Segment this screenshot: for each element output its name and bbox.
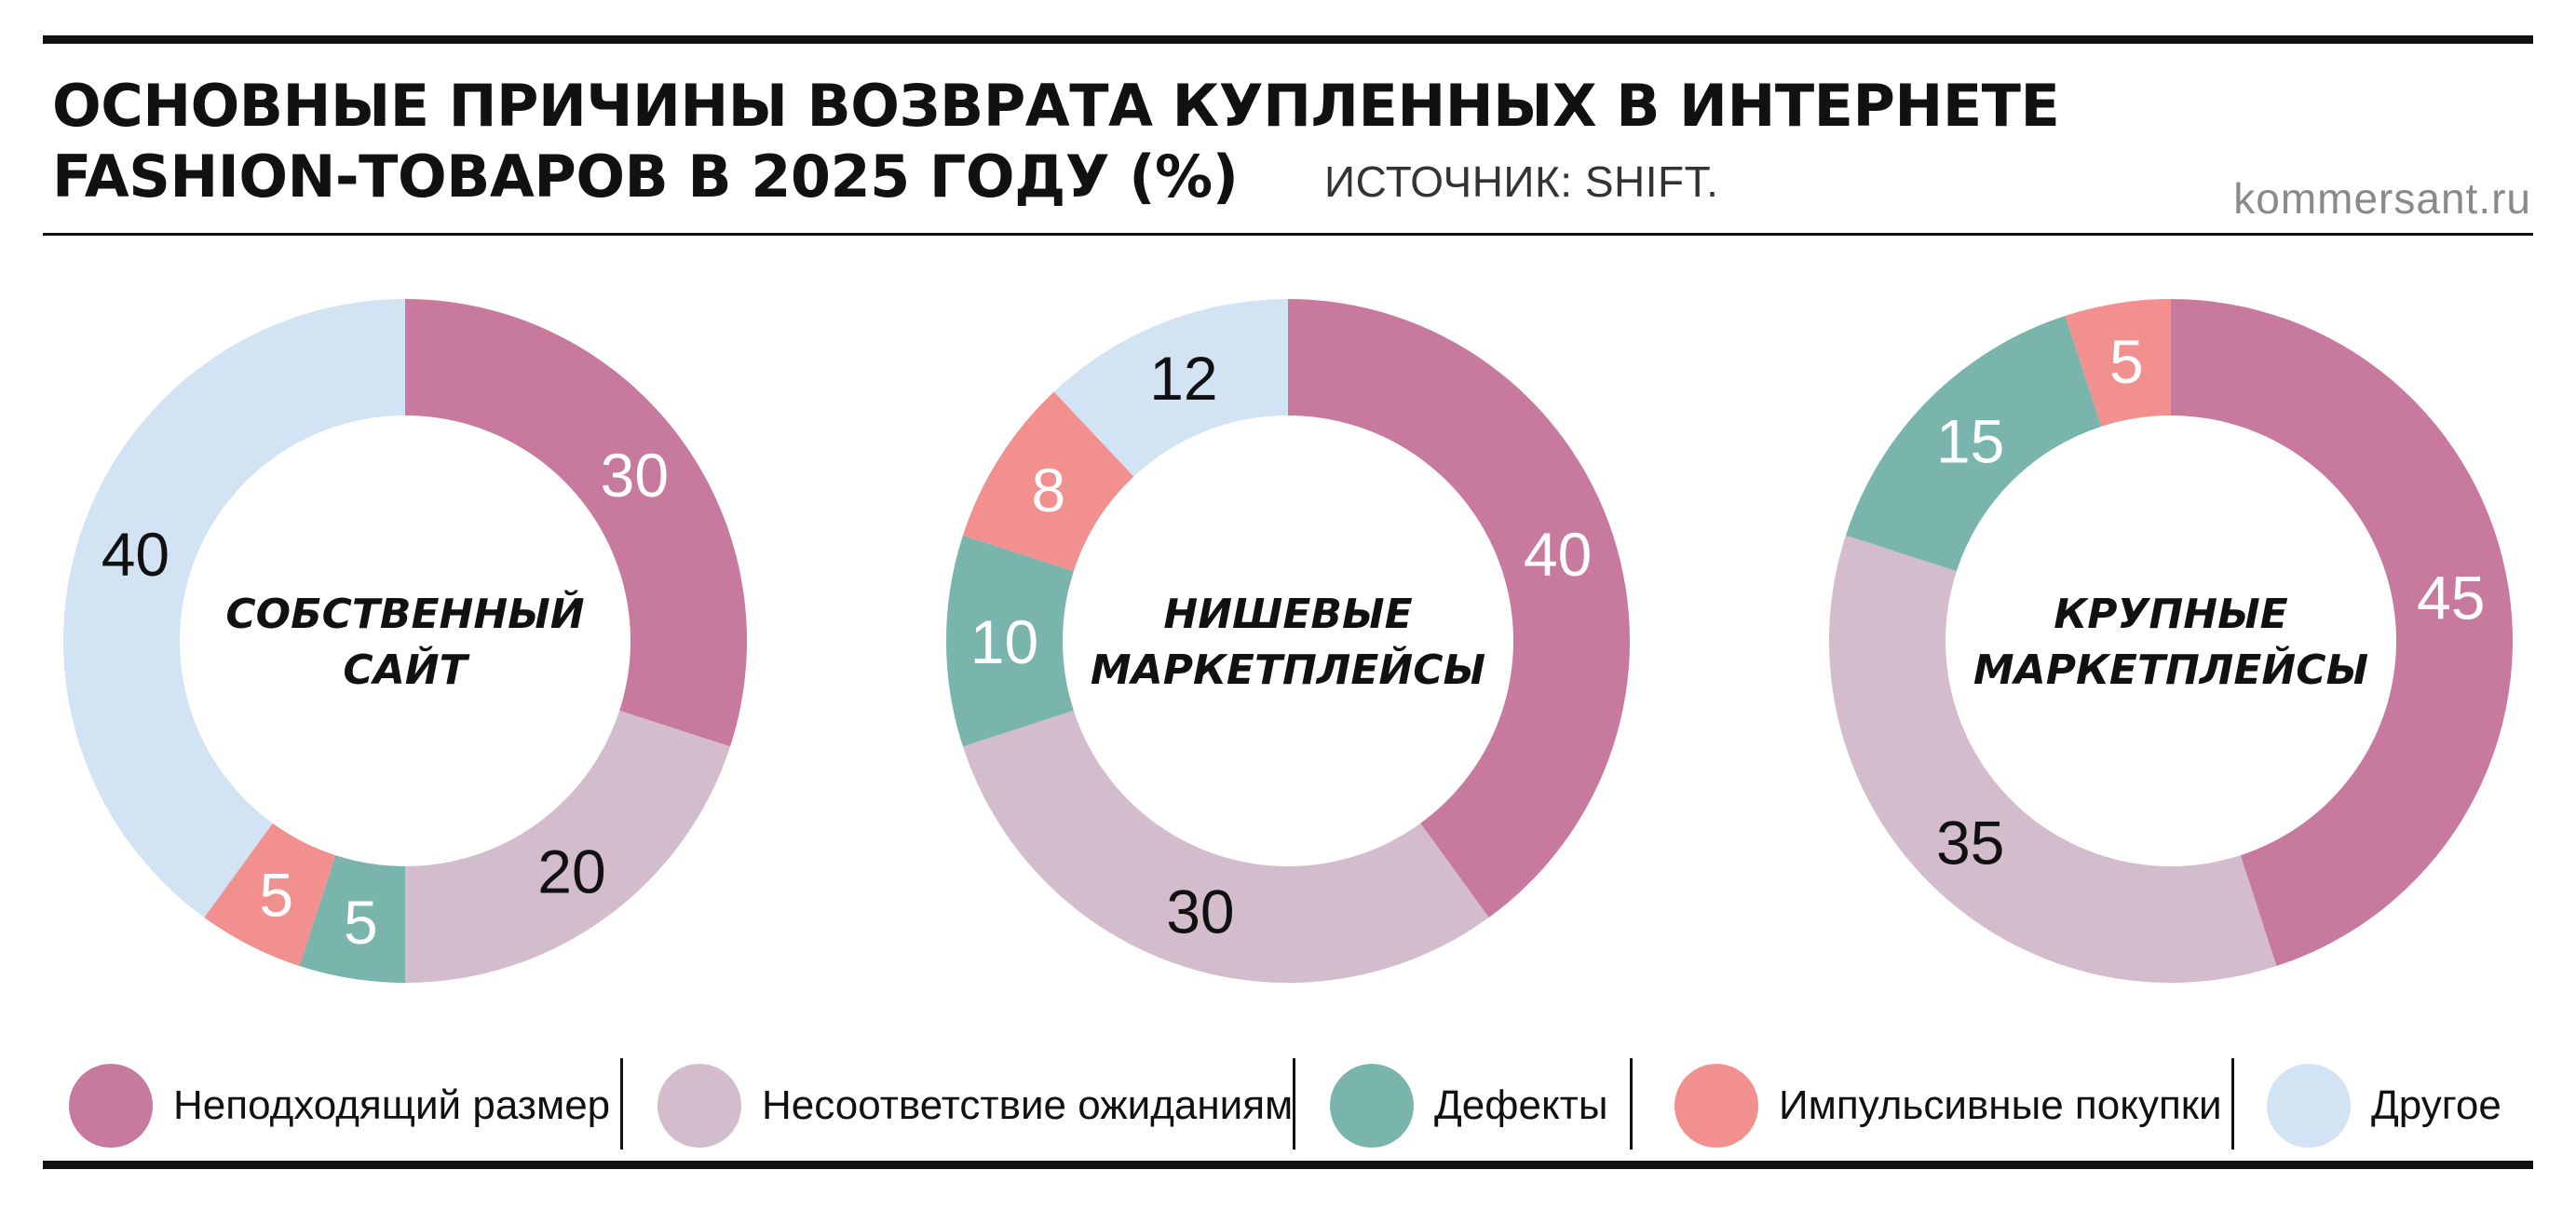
legend-item-size: Неподходящий размер — [69, 1064, 610, 1148]
chart-title: ОСНОВНЫЕ ПРИЧИНЫ ВОЗВРАТА КУПЛЕННЫХ В ИН… — [52, 71, 2060, 212]
legend-item-defects: Дефекты — [1330, 1064, 1607, 1148]
slice-other — [1053, 299, 1288, 477]
donut-chart-1: 30 20 55 40 СОБСТВЕННЫЙ САЙТ — [62, 299, 747, 983]
data-label-other: 12 — [1149, 344, 1217, 413]
legend-swatch — [2267, 1064, 2351, 1148]
legend-item-impulse: Импульсивные покупки — [1674, 1064, 2222, 1148]
slice-impulse — [204, 823, 336, 967]
data-label-expectations: 35 — [1936, 808, 2004, 877]
chart-center-title: МАРКЕТПЛЕЙСЫ — [1973, 645, 2368, 694]
slice-other — [62, 299, 405, 918]
data-label-defects: 10 — [970, 607, 1038, 676]
slice-size — [1288, 299, 1630, 918]
data-label-expectations: 20 — [537, 837, 605, 905]
slice-defects — [299, 855, 405, 983]
chart-center-title: САЙТ — [343, 645, 469, 694]
site-credit: kommersant.ru — [2233, 174, 2531, 223]
slice-expectations — [405, 710, 731, 983]
legend-swatch — [1330, 1064, 1414, 1148]
donut-chart-3: 45 35 15 5 КРУПНЫЕ МАРКЕТПЛЕЙСЫ — [1829, 299, 2514, 983]
legend-separator — [620, 1058, 623, 1150]
donut-chart-2: 40 30 10 8 12 НИШЕВЫЕ МАРКЕТПЛЕЙСЫ — [945, 299, 1630, 983]
legend-label: Другое — [2371, 1082, 2501, 1128]
bottom-rule — [43, 1161, 2533, 1169]
chart-center-title: КРУПНЫЕ — [2054, 591, 2287, 638]
legend-separator — [2231, 1058, 2234, 1150]
slice-impulse — [2065, 299, 2171, 427]
data-label-defects: 15 — [1936, 407, 2004, 476]
legend-label: Несоответствие ожиданиям — [762, 1082, 1294, 1128]
slice-expectations — [1829, 535, 2277, 983]
data-label-impulse: 5 — [259, 860, 293, 929]
legend-item-other: Другое — [2267, 1064, 2501, 1148]
slice-impulse — [962, 391, 1134, 572]
legend-label: Неподходящий размер — [173, 1082, 611, 1128]
legend-swatch — [69, 1064, 153, 1148]
legend: Неподходящий размер Несоответствие ожидан… — [43, 1053, 2533, 1155]
legend-separator — [1293, 1058, 1295, 1150]
slice-defects — [1845, 315, 2102, 572]
title-line-2: FASHION-ТОВАРОВ В 2025 ГОДУ (%) — [52, 143, 1239, 211]
slice-size — [2171, 299, 2514, 967]
chart-center-title: НИШЕВЫЕ — [1163, 591, 1412, 638]
data-label-expectations: 30 — [1166, 878, 1234, 946]
data-label-size: 40 — [1524, 520, 1592, 589]
legend-label: Импульсивные покупки — [1779, 1082, 2222, 1128]
data-label-impulse: 5 — [2109, 327, 2144, 396]
slice-defects — [945, 535, 1074, 747]
data-label-defects: 5 — [344, 888, 378, 957]
slice-expectations — [962, 710, 1489, 983]
title-line-1: ОСНОВНЫЕ ПРИЧИНЫ ВОЗВРАТА КУПЛЕННЫХ В ИН… — [52, 72, 2060, 140]
data-label-size: 45 — [2417, 563, 2485, 632]
data-label-size: 30 — [601, 441, 669, 510]
legend-item-expectations: Несоответствие ожиданиям — [658, 1064, 1293, 1148]
data-label-impulse: 8 — [1032, 456, 1066, 524]
source-note: ИСТОЧНИК: SHIFT. — [1324, 157, 1719, 206]
chart-center-title: СОБСТВЕННЫЙ — [225, 589, 584, 638]
legend-label: Дефекты — [1434, 1082, 1608, 1128]
top-rule — [43, 35, 2533, 44]
slice-size — [405, 299, 747, 747]
legend-swatch — [658, 1064, 741, 1148]
chart-center-title: МАРКЕТПЛЕЙСЫ — [1091, 645, 1485, 694]
legend-swatch — [1674, 1064, 1758, 1148]
data-label-other: 40 — [102, 520, 169, 589]
legend-separator — [1630, 1058, 1633, 1150]
header-rule — [43, 233, 2533, 236]
